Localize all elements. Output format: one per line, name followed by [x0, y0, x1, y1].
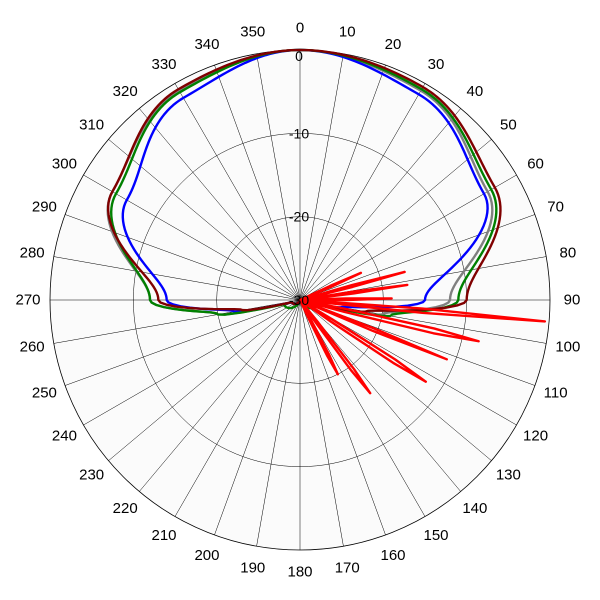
grid-spoke — [174, 83, 301, 301]
grid-spoke — [299, 64, 386, 301]
radial-tick-label: -10 — [289, 125, 309, 141]
grid-spoke — [299, 83, 426, 301]
angle-tick-label: 50 — [500, 117, 517, 134]
grid-spoke — [299, 108, 461, 301]
grid-spoke — [214, 299, 301, 536]
grid-spoke — [53, 256, 301, 301]
angle-tick-label: 300 — [52, 156, 77, 173]
angle-tick-label: 120 — [523, 428, 548, 445]
grid-spoke — [64, 214, 301, 301]
angle-tick-label: 70 — [547, 198, 564, 215]
angle-tick-label: 0 — [296, 20, 304, 37]
radial-tick-label: -30 — [289, 292, 309, 308]
angle-tick-label: 210 — [151, 527, 176, 544]
angle-tick-label: 270 — [15, 292, 40, 309]
angle-tick-label: 10 — [339, 24, 356, 41]
tick-labels: 0 10 20 30 40 50 60 70 80 90 100 110 120 130 140 150 160… — [15, 20, 580, 581]
angle-tick-label: 80 — [560, 244, 577, 261]
angle-tick-label: 150 — [423, 527, 448, 544]
grid-spoke — [214, 64, 301, 301]
angle-tick-label: 250 — [32, 385, 57, 402]
angle-tick-label: 260 — [20, 339, 45, 356]
radial-tick-label: 0 — [295, 48, 303, 64]
grid-spoke — [139, 299, 301, 492]
grid-spoke — [299, 299, 344, 547]
angle-tick-label: 110 — [544, 385, 568, 402]
angle-tick-label: 160 — [381, 547, 406, 564]
grid-spoke — [299, 139, 492, 301]
angle-tick-label: 30 — [428, 56, 445, 73]
angle-tick-label: 100 — [555, 339, 580, 356]
angle-tick-label: 320 — [113, 83, 138, 100]
angle-tick-label: 140 — [462, 500, 487, 517]
grid-spoke — [83, 174, 301, 301]
angle-tick-label: 230 — [79, 466, 104, 483]
angle-tick-label: 310 — [79, 117, 104, 134]
angle-tick-label: 340 — [194, 36, 219, 53]
angle-tick-label: 40 — [466, 83, 483, 100]
radial-tick-label: -20 — [289, 209, 309, 225]
angle-tick-label: 170 — [335, 559, 360, 576]
angle-tick-label: 330 — [151, 56, 176, 73]
angle-tick-label: 200 — [194, 547, 219, 564]
grid-spoke — [64, 299, 301, 386]
series-layer — [106, 48, 547, 395]
grid-spoke — [53, 299, 301, 344]
angle-tick-label: 20 — [385, 36, 402, 53]
angle-tick-label: 190 — [240, 559, 265, 576]
angle-tick-label: 240 — [52, 428, 77, 445]
angle-tick-label: 130 — [496, 466, 521, 483]
angle-tick-label: 220 — [113, 500, 138, 517]
angle-tick-label: 280 — [20, 244, 45, 261]
grid-spoke — [299, 174, 517, 301]
grid-spoke — [299, 53, 344, 301]
angle-tick-label: 90 — [564, 292, 581, 309]
angle-tick-label: 180 — [287, 564, 312, 581]
grid-spoke — [83, 299, 301, 426]
grid-spoke — [299, 299, 492, 461]
grid-spoke — [139, 108, 301, 301]
series-line-5 — [298, 270, 547, 395]
angle-tick-label: 60 — [527, 156, 544, 173]
grid-spoke — [299, 299, 386, 536]
grid-spoke — [299, 299, 426, 517]
grid-spoke — [174, 299, 301, 517]
grid-spoke — [256, 53, 301, 301]
grid-spoke — [108, 299, 301, 461]
angle-tick-label: 350 — [240, 24, 265, 41]
angle-tick-label: 290 — [32, 198, 57, 215]
grid-spoke — [299, 214, 536, 301]
grid-spoke — [256, 299, 301, 547]
